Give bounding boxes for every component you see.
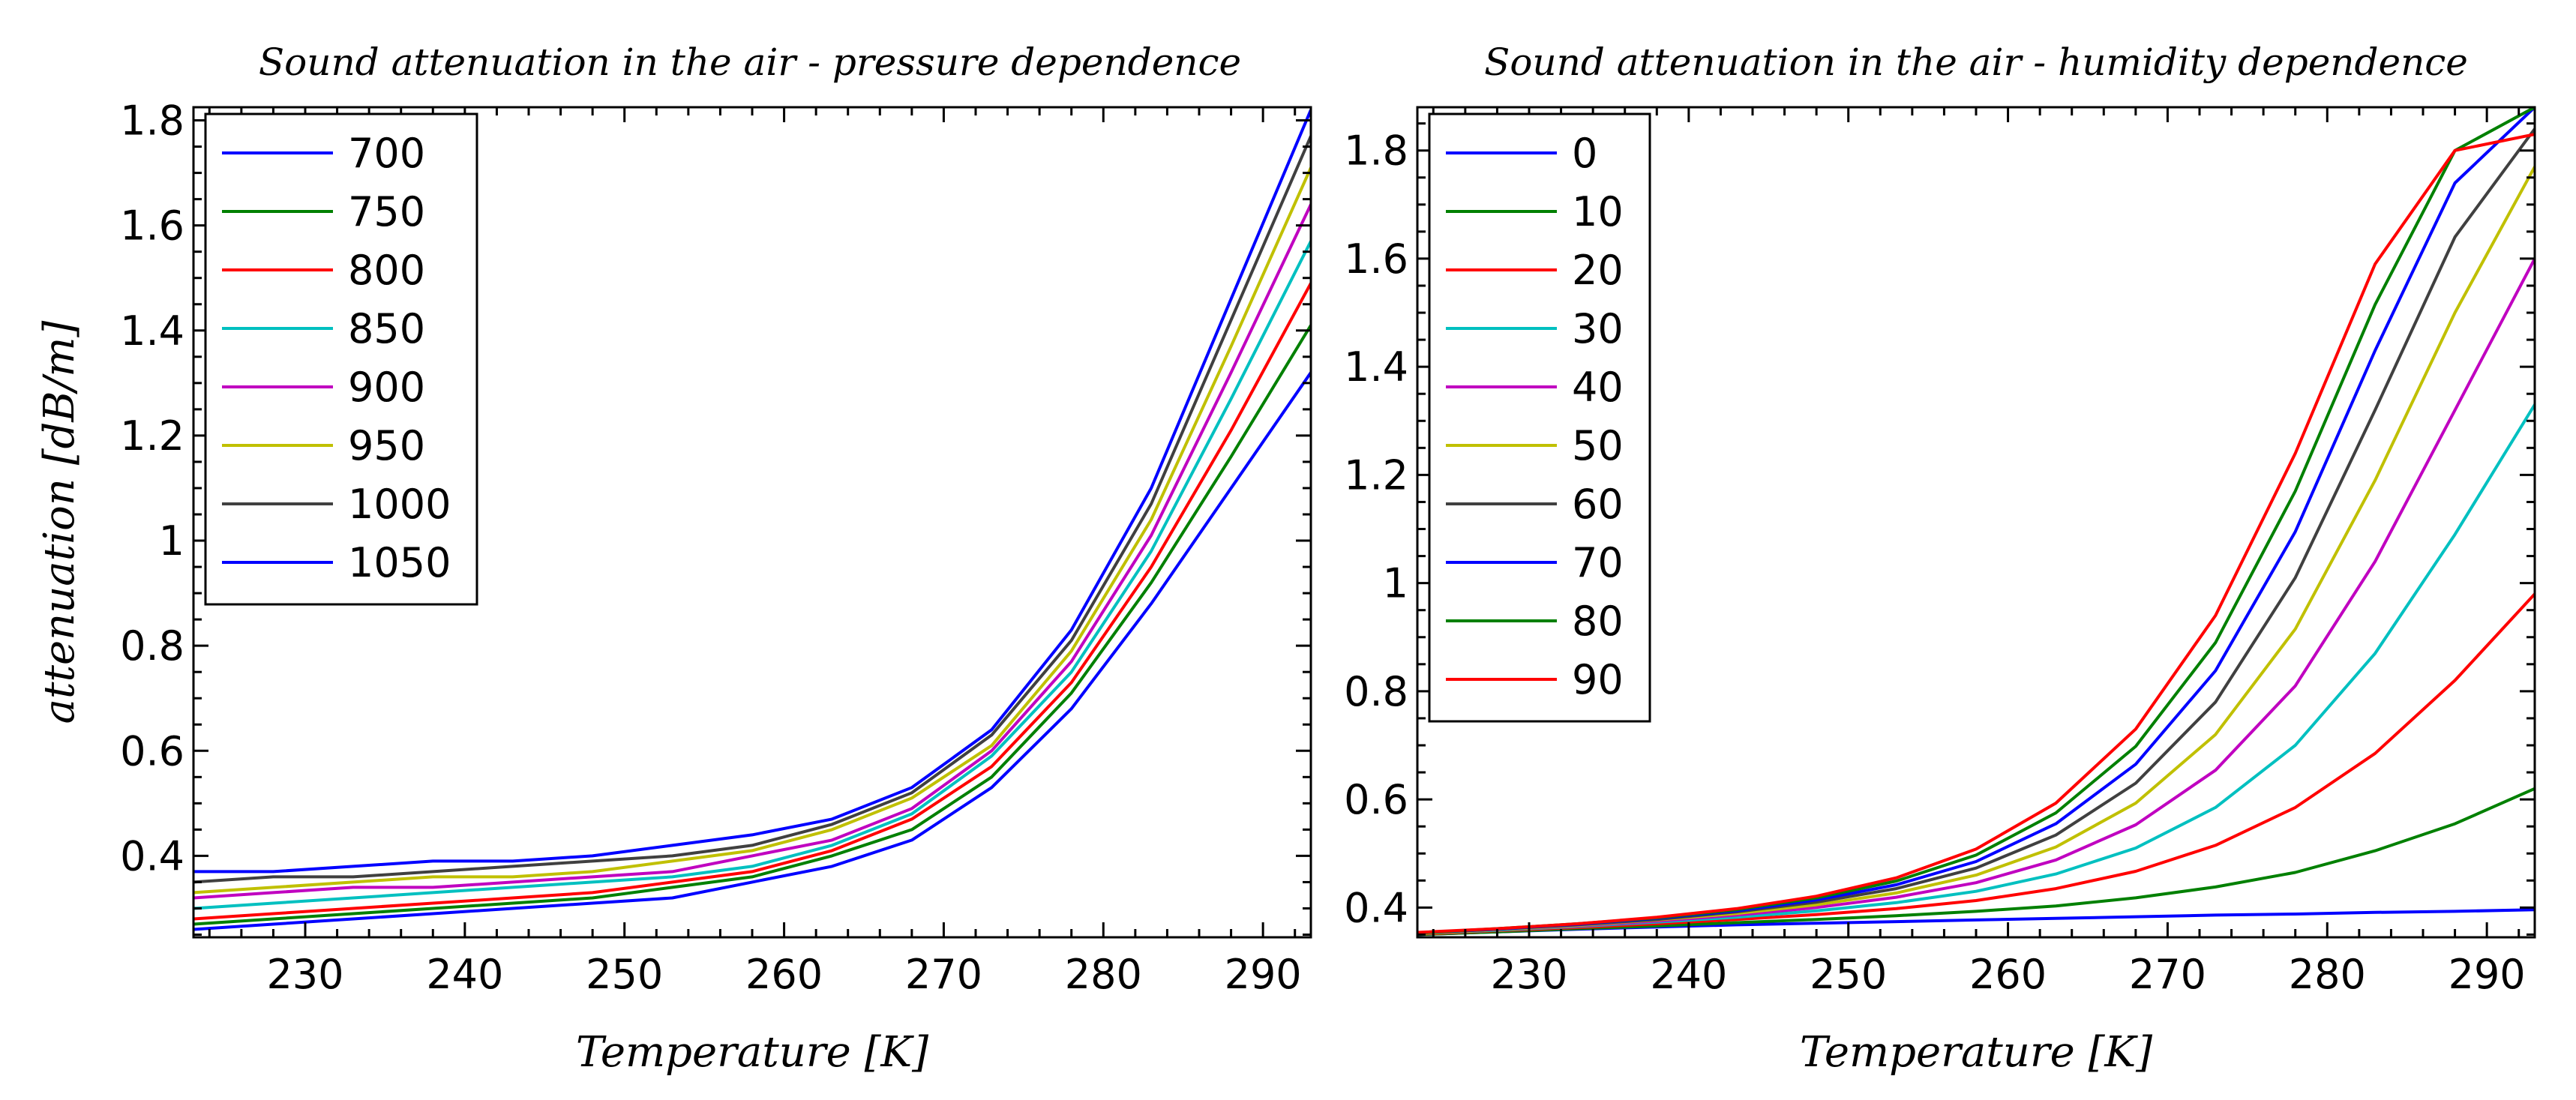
legend-label: 20 — [1572, 247, 1624, 294]
y-axis-label: attenuation [dB/m] — [35, 320, 84, 724]
legend-label: 950 — [348, 422, 425, 469]
series-lines — [193, 109, 1311, 931]
y-tick-label: 1.2 — [120, 412, 184, 460]
x-axis-label: Temperature [K] — [576, 1028, 928, 1077]
y-tick-label: 1.8 — [120, 97, 184, 145]
legend-label: 750 — [348, 188, 425, 235]
legend-label: 800 — [348, 247, 425, 294]
series-line-750 — [193, 324, 1311, 926]
legend-label: 90 — [1572, 656, 1624, 703]
x-tick-label: 290 — [1225, 951, 1302, 998]
legend-box — [204, 112, 478, 606]
y-tick-label: 1.6 — [120, 202, 184, 250]
x-tick-label: 270 — [905, 951, 982, 998]
legend: 0 10 20 30 40 50 60 70 80 90 — [1428, 112, 1651, 723]
series-lines — [1417, 107, 2535, 937]
legend-label: 1000 — [348, 481, 451, 528]
y-tick-label: 0.4 — [1344, 884, 1408, 931]
legend-label: 80 — [1572, 598, 1624, 645]
series-line-1050 — [193, 109, 1311, 874]
pressure-chart: Sound attenuation in the air - pressure … — [35, 40, 1312, 1077]
y-tick-label: 1.6 — [1344, 235, 1408, 283]
series-line-850 — [193, 240, 1311, 910]
series-line-800 — [193, 282, 1311, 921]
legend-label: 900 — [348, 364, 425, 411]
y-tick-label: 0.6 — [1344, 776, 1408, 823]
y-tick-label: 1.8 — [1344, 127, 1408, 175]
series-line-900 — [193, 203, 1311, 900]
y-tick-label: 1.2 — [1344, 451, 1408, 499]
x-tick-label: 280 — [2289, 951, 2366, 998]
legend-label: 700 — [348, 130, 425, 177]
x-tick-label: 250 — [586, 951, 663, 998]
x-tick-label: 260 — [1969, 951, 2047, 998]
y-tick-label: 1.4 — [1344, 343, 1408, 391]
legend-label: 1050 — [348, 539, 451, 586]
x-tick-label: 280 — [1065, 951, 1142, 998]
chart-title: Sound attenuation in the air - pressure … — [259, 40, 1241, 84]
y-tick-label: 1 — [1383, 560, 1408, 607]
x-tick-label: 250 — [1810, 951, 1887, 998]
x-tick-label: 270 — [2129, 951, 2206, 998]
legend-label: 40 — [1572, 364, 1624, 411]
y-tick-label: 0.6 — [120, 727, 184, 775]
x-tick-label: 230 — [266, 951, 343, 998]
x-axis-label: Temperature [K] — [1800, 1028, 2152, 1077]
x-tick-label: 240 — [1650, 951, 1727, 998]
y-tick-label: 0.8 — [120, 622, 184, 670]
x-tick-label: 230 — [1490, 951, 1567, 998]
legend: 700 750 800 850 900 950 1000 1050 — [204, 112, 478, 606]
legend-label: 60 — [1572, 481, 1624, 528]
y-tick-label: 1 — [159, 517, 184, 565]
y-tick-label: 1.4 — [120, 307, 184, 355]
legend-label: 50 — [1572, 422, 1624, 469]
x-tick-label: 290 — [2449, 951, 2526, 998]
legend-label: 850 — [348, 305, 425, 352]
legend-label: 10 — [1572, 188, 1624, 235]
x-tick-label: 240 — [426, 951, 503, 998]
chart-title: Sound attenuation in the air - humidity … — [1484, 40, 2468, 84]
legend-label: 0 — [1572, 130, 1597, 177]
x-tick-label: 260 — [745, 951, 823, 998]
series-line-1000 — [193, 135, 1311, 884]
series-line-90 — [1417, 133, 2535, 934]
legend-label: 70 — [1572, 539, 1624, 586]
series-line-700 — [193, 371, 1311, 931]
humidity-chart: Sound attenuation in the air - humidity … — [1344, 40, 2536, 1077]
y-tick-label: 0.4 — [120, 832, 184, 880]
legend-label: 30 — [1572, 305, 1624, 352]
y-tick-label: 0.8 — [1344, 668, 1408, 715]
series-line-950 — [193, 166, 1311, 895]
